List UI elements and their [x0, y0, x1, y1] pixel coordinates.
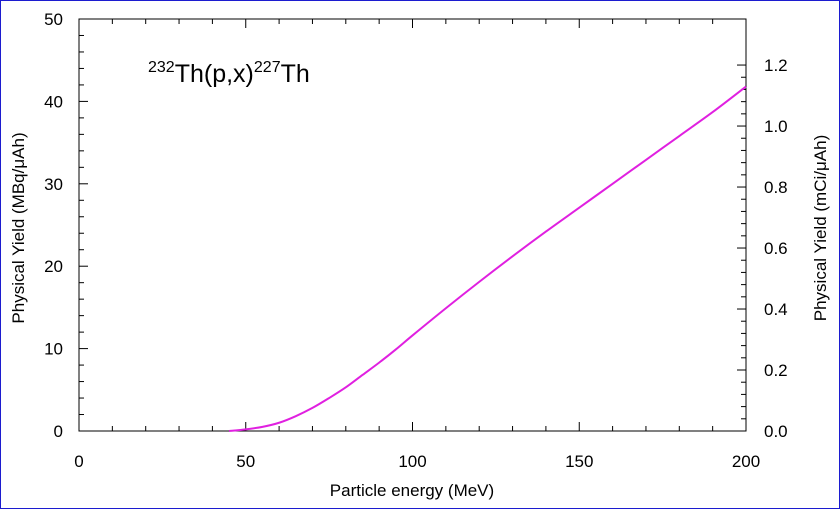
x-axis-ticks: 0 50 100 150 200 [74, 19, 760, 471]
y2-tick-label: 0.0 [764, 422, 788, 441]
y-axis-title: Physical Yield (MBq/μAh) [9, 132, 28, 323]
y-tick-label: 30 [44, 175, 63, 194]
x-axis-title: Particle energy (MeV) [330, 481, 494, 500]
x-tick-label: 200 [732, 452, 760, 471]
title-product-mass: 227 [254, 59, 281, 76]
series-layer [228, 85, 747, 432]
y2-axis-ticks: 0.0 0.2 0.4 0.6 0.8 1.0 1.2 [737, 56, 788, 441]
title-target-mass: 232 [148, 59, 175, 76]
title-product: Th [281, 60, 310, 88]
y2-tick-label: 0.6 [764, 239, 788, 258]
y-tick-label: 50 [44, 10, 63, 29]
chart-title: 232Th(p,x)227Th [148, 59, 310, 88]
y2-tick-label: 1.2 [764, 56, 788, 75]
y-tick-label: 10 [44, 340, 63, 359]
y2-tick-label: 0.2 [764, 361, 788, 380]
y-tick-label: 20 [44, 257, 63, 276]
x-tick-label: 100 [398, 452, 426, 471]
x-tick-label: 50 [236, 452, 255, 471]
y-axis-ticks: 0 10 20 30 40 50 [44, 10, 88, 441]
y2-tick-label: 1.0 [764, 117, 788, 136]
y-tick-label: 0 [54, 422, 63, 441]
y2-axis-title: Physical Yield (mCi/μAh) [811, 135, 830, 321]
y2-tick-label: 0.4 [764, 300, 788, 319]
y-tick-label: 40 [44, 92, 63, 111]
series-line [228, 85, 747, 432]
y2-tick-label: 0.8 [764, 178, 788, 197]
title-reaction: Th(p,x) [175, 60, 254, 88]
x-tick-label: 0 [74, 452, 83, 471]
x-tick-label: 150 [565, 452, 593, 471]
